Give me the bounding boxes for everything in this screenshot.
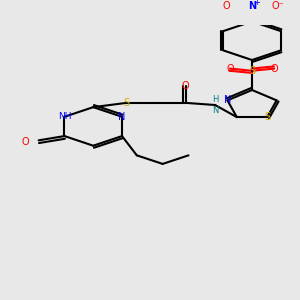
Text: O: O xyxy=(226,64,234,74)
Text: O: O xyxy=(270,64,278,74)
Text: N: N xyxy=(248,2,256,11)
Text: S: S xyxy=(249,66,255,76)
Text: H
N: H N xyxy=(212,95,218,115)
Text: +: + xyxy=(253,0,260,7)
Text: N: N xyxy=(118,112,126,122)
Text: O: O xyxy=(22,137,29,148)
Text: O⁻: O⁻ xyxy=(272,2,284,11)
Text: S: S xyxy=(264,112,270,122)
Text: O: O xyxy=(182,81,189,91)
Text: NH: NH xyxy=(58,112,71,121)
Text: O: O xyxy=(222,2,230,11)
Text: N: N xyxy=(224,95,231,105)
Text: S: S xyxy=(123,98,130,108)
